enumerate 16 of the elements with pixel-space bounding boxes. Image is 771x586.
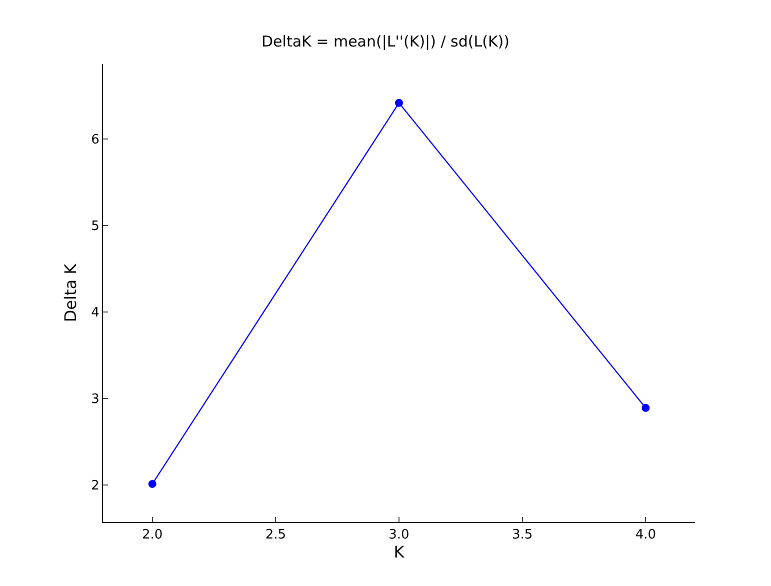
point xyxy=(148,480,156,488)
x-axis-title: K xyxy=(394,542,405,562)
point xyxy=(642,404,650,412)
y-tick-label: 5 xyxy=(91,219,100,234)
x-tick-label: 3.5 xyxy=(512,528,533,543)
x-tick-label: 2.5 xyxy=(265,528,286,543)
y-tick-label: 6 xyxy=(91,132,100,148)
x-tick-label: 4.0 xyxy=(635,528,656,543)
point xyxy=(395,98,403,107)
x-tick-label: 2.0 xyxy=(142,528,163,543)
y-tick-label: 4 xyxy=(91,306,100,321)
chart-title: DeltaK = mean(|L''(K)|) / sd(L(K)) xyxy=(262,32,510,50)
y-axis-title: Delta K xyxy=(61,263,80,322)
y-tick-label: 3 xyxy=(91,392,100,407)
y-tick-label: 2 xyxy=(91,478,100,494)
x-tick-label: 3.0 xyxy=(388,528,410,543)
